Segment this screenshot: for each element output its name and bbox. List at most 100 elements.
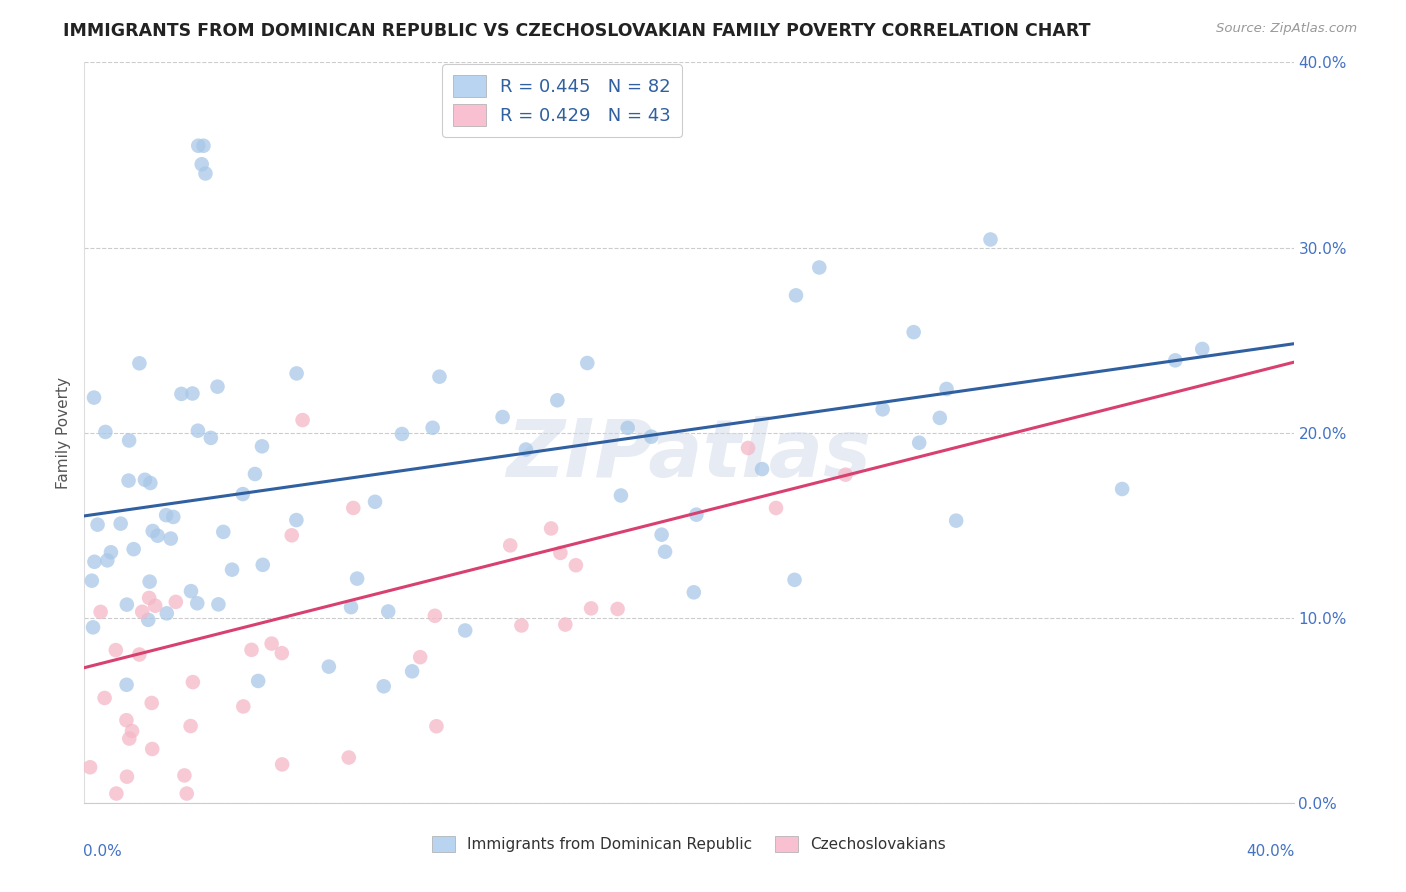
Point [285,513,308,527]
Point [117,474,139,488]
Point [180,719,202,733]
Point [685,508,707,522]
Point [187,424,209,438]
Point [364,495,387,509]
Point [579,601,602,615]
Point [240,643,263,657]
Point [122,542,145,557]
Point [346,572,368,586]
Point [90,605,112,619]
Point [499,538,522,552]
Point [79,760,101,774]
Text: IMMIGRANTS FROM DOMINICAN REPUBLIC VS CZECHOSLOVAKIAN FAMILY POVERTY CORRELATION: IMMIGRANTS FROM DOMINICAN REPUBLIC VS CZ… [63,22,1091,40]
Point [83,555,105,569]
Point [162,510,184,524]
Point [181,386,204,401]
Point [808,260,831,275]
Point [751,462,773,476]
Point [200,431,222,445]
Point [115,678,138,692]
Point [176,787,198,801]
Point [110,516,132,531]
Point [872,402,894,417]
Point [554,617,576,632]
Point [783,573,806,587]
Point [141,696,163,710]
Point [422,421,444,435]
Point [945,514,967,528]
Point [134,473,156,487]
Point [409,650,432,665]
Point [546,393,568,408]
Point [128,356,150,370]
Point [271,757,294,772]
Point [94,425,117,439]
Point [342,500,364,515]
Point [935,382,957,396]
Point [252,558,274,572]
Point [903,325,925,339]
Point [550,546,572,560]
Point [118,731,141,746]
Point [785,288,807,302]
Point [82,620,104,634]
Point [104,643,127,657]
Point [173,768,195,782]
Point [510,618,533,632]
Point [391,427,413,442]
Point [610,488,633,502]
Point [737,441,759,455]
Text: 0.0%: 0.0% [83,844,122,858]
Point [131,605,153,619]
Point [515,442,537,457]
Point [190,157,212,171]
Point [834,467,856,482]
Point [93,690,115,705]
Point [576,356,599,370]
Point [83,391,105,405]
Point [193,138,215,153]
Point [979,232,1001,246]
Point [141,742,163,756]
Point [340,600,363,615]
Point [187,138,209,153]
Point [159,532,181,546]
Point [139,475,162,490]
Point [138,591,160,605]
Text: ZIPatlas: ZIPatlas [506,416,872,494]
Point [606,602,628,616]
Point [565,558,588,573]
Legend: Immigrants from Dominican Republic, Czechoslovakians: Immigrants from Dominican Republic, Czec… [426,830,952,858]
Point [186,596,208,610]
Point [1111,482,1133,496]
Point [142,524,165,538]
Point [651,527,673,541]
Point [1191,342,1213,356]
Point [96,553,118,567]
Point [170,387,193,401]
Point [908,435,931,450]
Point [540,521,562,535]
Point [491,410,513,425]
Point [337,750,360,764]
Point [425,719,447,733]
Point [128,648,150,662]
Point [165,595,187,609]
Point [86,517,108,532]
Point [250,439,273,453]
Point [115,770,138,784]
Point [243,467,266,481]
Point [115,598,138,612]
Point [121,724,143,739]
Point [373,679,395,693]
Point [401,665,423,679]
Point [281,528,304,542]
Point [105,787,128,801]
Point [100,545,122,559]
Point [1164,353,1187,368]
Point [136,613,159,627]
Point [682,585,704,599]
Point [212,524,235,539]
Point [291,413,314,427]
Point [155,508,177,523]
